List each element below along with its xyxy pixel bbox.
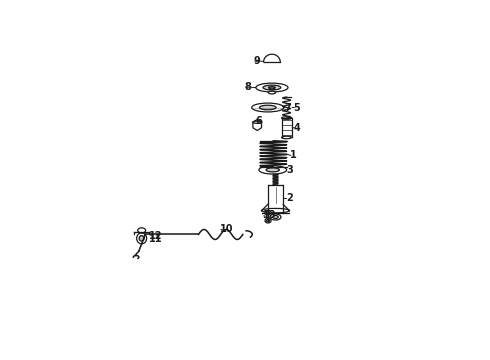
- Ellipse shape: [256, 83, 288, 92]
- Ellipse shape: [265, 219, 271, 223]
- Text: 3: 3: [286, 165, 293, 175]
- Text: 4: 4: [294, 123, 300, 133]
- Ellipse shape: [282, 117, 292, 119]
- Text: 9: 9: [254, 56, 261, 66]
- Ellipse shape: [267, 212, 270, 214]
- Text: 13: 13: [263, 210, 277, 220]
- Text: 7: 7: [284, 103, 291, 113]
- Ellipse shape: [266, 168, 279, 172]
- Text: 11: 11: [148, 234, 162, 244]
- Ellipse shape: [253, 121, 262, 123]
- Ellipse shape: [269, 87, 275, 89]
- Ellipse shape: [268, 91, 275, 94]
- Ellipse shape: [262, 208, 290, 213]
- Ellipse shape: [267, 220, 270, 222]
- Ellipse shape: [138, 228, 146, 233]
- Text: 5: 5: [294, 103, 300, 113]
- Ellipse shape: [273, 216, 278, 219]
- Ellipse shape: [139, 235, 144, 241]
- Ellipse shape: [259, 166, 287, 174]
- Text: 8: 8: [245, 82, 252, 92]
- Ellipse shape: [270, 214, 281, 220]
- Ellipse shape: [282, 136, 292, 139]
- Ellipse shape: [137, 233, 147, 244]
- Text: 2: 2: [286, 193, 293, 203]
- Ellipse shape: [263, 85, 281, 90]
- Text: 10: 10: [220, 225, 234, 234]
- Ellipse shape: [259, 105, 276, 110]
- Ellipse shape: [269, 88, 274, 90]
- Text: 12: 12: [148, 230, 162, 240]
- Ellipse shape: [252, 103, 284, 112]
- Text: 6: 6: [256, 116, 262, 126]
- Ellipse shape: [265, 211, 271, 215]
- Text: 1: 1: [290, 150, 296, 161]
